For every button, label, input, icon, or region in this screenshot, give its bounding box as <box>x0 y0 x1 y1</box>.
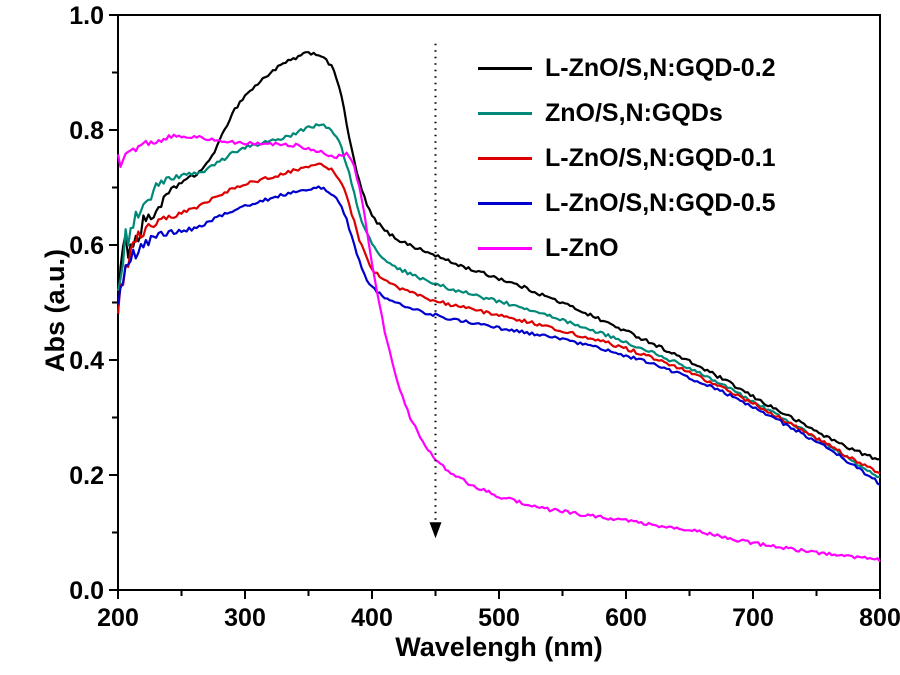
legend-item: L-ZnO/S,N:GQD-0.1 <box>478 136 776 181</box>
y-tick-label: 0.0 <box>69 577 104 605</box>
x-tick-label: 200 <box>97 604 139 632</box>
x-tick-label: 400 <box>351 604 393 632</box>
x-axis-title: Wavelengh (nm) <box>395 632 603 662</box>
legend-line-swatch <box>478 157 532 160</box>
legend-label: ZnO/S,N:GQDs <box>545 99 723 127</box>
legend-line-swatch <box>478 67 532 70</box>
y-tick-label: 0.8 <box>69 117 104 145</box>
legend-label: L-ZnO/S,N:GQD-0.5 <box>545 189 776 217</box>
y-tick-label: 0.2 <box>69 462 104 490</box>
legend: L-ZnO/S,N:GQD-0.2 ZnO/S,N:GQDs L-ZnO/S,N… <box>478 46 776 271</box>
legend-label: L-ZnO/S,N:GQD-0.2 <box>545 54 776 82</box>
legend-line-swatch <box>478 247 532 250</box>
series-line <box>117 185 881 486</box>
y-tick-label: 0.6 <box>69 232 104 260</box>
legend-item: L-ZnO/S,N:GQD-0.5 <box>478 181 776 226</box>
series-line <box>117 51 881 461</box>
x-tick-label: 300 <box>224 604 266 632</box>
x-tick-label: 600 <box>605 604 647 632</box>
x-tick-label: 700 <box>732 604 774 632</box>
legend-item: L-ZnO <box>478 226 776 271</box>
legend-item: L-ZnO/S,N:GQD-0.2 <box>478 46 776 91</box>
legend-line-swatch <box>478 112 532 115</box>
series-line <box>117 133 881 563</box>
legend-item: ZnO/S,N:GQDs <box>478 91 776 136</box>
y-axis-title: Abs (a.u.) <box>40 248 70 372</box>
series-line <box>117 123 881 479</box>
y-tick-label: 1.0 <box>69 2 104 30</box>
series-line <box>117 162 881 475</box>
legend-label: L-ZnO/S,N:GQD-0.1 <box>545 144 776 172</box>
curves <box>117 51 881 563</box>
x-tick-label: 800 <box>859 604 900 632</box>
legend-line-swatch <box>478 202 532 205</box>
y-tick-label: 0.4 <box>69 347 104 375</box>
x-tick-label: 500 <box>478 604 520 632</box>
arrowhead-icon <box>429 522 442 539</box>
legend-label: L-ZnO <box>545 234 619 262</box>
